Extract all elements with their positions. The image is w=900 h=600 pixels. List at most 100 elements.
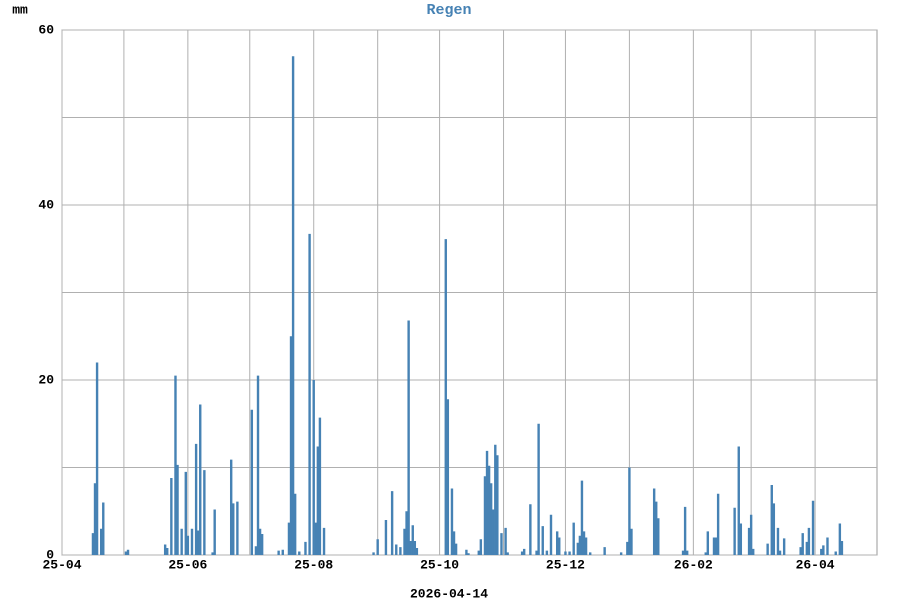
bar: [799, 547, 802, 555]
bar: [298, 551, 301, 555]
bar: [254, 546, 258, 555]
bar: [628, 467, 631, 555]
y-tick-label: 20: [38, 372, 54, 387]
bar: [477, 550, 480, 555]
bar: [467, 553, 470, 555]
bar: [213, 509, 216, 555]
bar: [180, 528, 183, 555]
bar: [304, 541, 307, 555]
bar: [820, 548, 823, 555]
bar: [834, 551, 837, 555]
bar: [776, 527, 780, 555]
bar: [291, 56, 295, 555]
bar: [454, 543, 458, 555]
x-tick-label: 25-06: [168, 557, 207, 572]
bar: [770, 485, 773, 555]
bar: [683, 506, 687, 555]
bar: [250, 409, 254, 555]
bar: [626, 541, 629, 555]
bar: [582, 531, 586, 555]
bar: [487, 465, 491, 555]
bar: [384, 520, 388, 555]
bar: [407, 320, 410, 555]
bar: [545, 550, 549, 555]
bar: [194, 443, 198, 555]
bar: [258, 528, 262, 555]
bar: [576, 542, 580, 555]
bar: [529, 504, 532, 555]
bar: [500, 533, 503, 555]
bar: [256, 375, 260, 555]
bar: [293, 493, 297, 555]
bar: [805, 541, 809, 555]
bar: [399, 547, 402, 555]
bar: [277, 550, 280, 555]
bar: [535, 550, 538, 555]
bar: [483, 476, 487, 555]
bar: [578, 535, 582, 555]
y-tick-label: 60: [38, 22, 54, 37]
bar: [203, 470, 206, 555]
bar: [281, 549, 284, 555]
bar: [555, 531, 559, 555]
bar: [163, 544, 167, 555]
bar: [520, 551, 524, 555]
bar: [747, 527, 751, 555]
bar: [450, 488, 454, 555]
bar: [403, 528, 406, 555]
bar: [229, 459, 233, 555]
bar: [558, 537, 561, 555]
bar: [199, 404, 202, 555]
bar: [811, 500, 815, 555]
bar: [584, 537, 588, 555]
bar: [444, 239, 447, 555]
bar: [318, 417, 322, 555]
bar: [372, 552, 375, 555]
bar: [522, 548, 526, 555]
bar: [822, 545, 825, 555]
bar: [580, 480, 584, 555]
bar: [541, 526, 544, 555]
bar: [100, 528, 103, 555]
x-axis-label: 2026-04-14: [410, 586, 488, 600]
bar: [485, 450, 489, 555]
bar: [308, 233, 311, 555]
bar: [619, 552, 623, 555]
bar: [126, 549, 130, 555]
bar: [772, 503, 776, 555]
bar: [211, 552, 214, 555]
x-tick-label: 25-08: [294, 557, 333, 572]
bar: [504, 527, 507, 555]
bar: [568, 551, 571, 555]
bar: [186, 535, 190, 555]
bar: [630, 528, 633, 555]
bar: [807, 527, 811, 555]
bar: [190, 528, 194, 555]
bar: [184, 471, 187, 555]
bar: [95, 362, 99, 555]
bar: [706, 531, 710, 555]
bar: [415, 548, 419, 555]
bar: [446, 399, 450, 555]
bar: [93, 483, 97, 555]
bar: [390, 491, 394, 555]
bar: [840, 541, 844, 555]
bar: [91, 533, 95, 555]
bar: [411, 525, 414, 555]
bar: [174, 375, 177, 555]
y-tick-label: 40: [38, 197, 54, 212]
bar: [376, 539, 379, 555]
x-tick-label: 25-12: [546, 557, 585, 572]
bar: [196, 530, 200, 555]
bar: [236, 501, 239, 555]
bar: [826, 537, 829, 555]
bar: [395, 544, 398, 555]
bar: [506, 552, 509, 555]
bar: [494, 444, 497, 555]
bar: [409, 541, 412, 555]
bar: [489, 483, 493, 555]
x-tick-label: 26-02: [674, 557, 713, 572]
bar: [413, 541, 417, 555]
bar: [124, 551, 128, 555]
x-tick-label: 26-04: [796, 557, 835, 572]
